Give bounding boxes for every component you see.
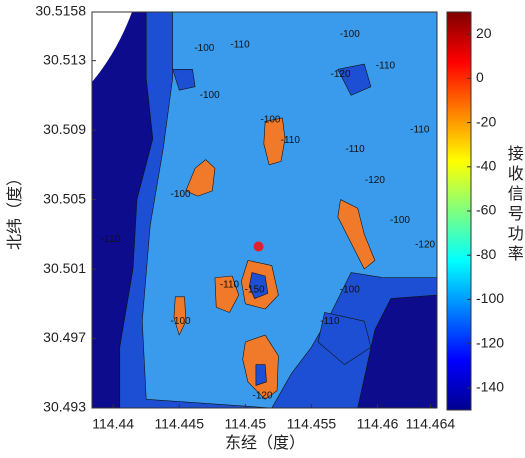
y-tick-label: 30.505 [43,190,86,206]
colorbar-label: 接收信号功率 [505,145,524,265]
contour-label: -110 [376,60,396,71]
contour-label: -100 [390,215,410,226]
contour-label: -100 [200,90,220,101]
contour-region [337,199,376,270]
contour-region [317,312,372,365]
x-tick-label: 114.445 [154,416,204,432]
colorbar-tick-label: -60 [476,202,496,218]
contour-label: -100 [171,316,191,327]
contour-label: -110 [230,40,250,51]
colorbar-tick-label: -140 [476,379,504,395]
contour-label: -110 [410,125,430,136]
contour-label: -110 [220,279,240,290]
colorbar-tick-label: -20 [476,113,496,129]
colorbar-tick-label: -40 [476,157,496,173]
x-tick-label: 114.464 [406,416,456,432]
y-tick-label: 30.513 [43,51,86,67]
y-tick-label: 30.509 [43,121,86,137]
plot-frame [91,11,438,409]
contour-label: -110 [101,234,121,245]
contour-label: -120 [415,239,435,250]
colorbar-tick-label: -100 [476,290,504,306]
y-tick-label: 30.501 [43,260,86,276]
y-tick-label: 30.493 [43,399,86,415]
x-axis-label: 东经（度） [225,434,305,452]
x-tick-label: 114.46 [357,416,399,432]
x-tick-label: 114.44 [92,416,134,432]
no-data-corner [92,12,132,82]
contour-label: -150 [245,285,265,296]
contour-region [214,275,240,313]
contour-label: -120 [253,390,273,401]
transmitter-marker [253,241,264,252]
contour-label: -120 [365,175,385,186]
contour-region [173,296,187,336]
contour-region [255,364,267,386]
contour-region [185,159,216,197]
contour-region [172,69,196,91]
contour-label: -100 [194,43,214,54]
contour-label: -100 [340,29,360,40]
contour-label: -110 [281,135,301,146]
x-tick-label: 114.45 [224,416,266,432]
colorbar-tick-label: 20 [476,25,492,41]
colorbar-tick-label: 0 [476,69,484,85]
contour-label: -120 [330,69,350,80]
contour-region [141,12,437,408]
contour-label: -100 [171,189,191,200]
contour-label: -110 [320,316,340,327]
contour-region [337,63,372,96]
colorbar-tick-label: -120 [476,334,504,350]
contour-label: -100 [340,285,360,296]
plot-area: -100 -110-100-120-110-100-100-110-110-120… [92,12,437,408]
contour-label: -110 [345,144,365,155]
contour-region [248,272,269,299]
contour-label: -100 [260,114,280,125]
y-tick-label: 30.497 [43,329,86,345]
y-tick-label: 30.5158 [35,3,86,19]
x-tick-label: 114.455 [287,416,337,432]
colorbar-tick-label: -80 [476,246,496,262]
contour-region [263,117,286,166]
y-axis-label: 北纬（度） [6,170,24,250]
